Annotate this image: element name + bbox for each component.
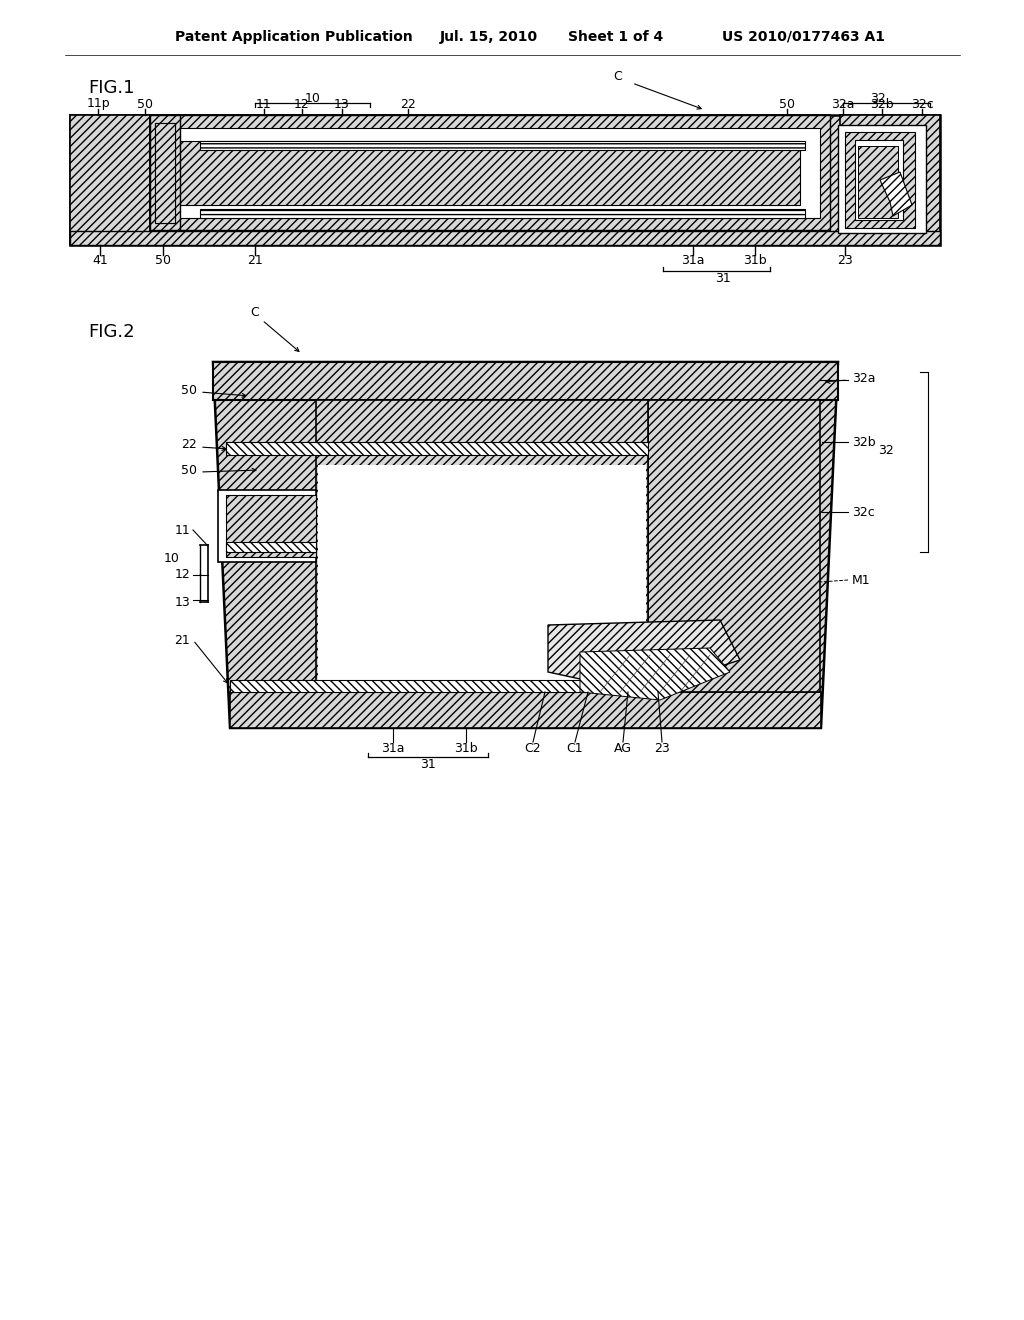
- Text: 31b: 31b: [743, 253, 767, 267]
- Text: 31: 31: [715, 272, 731, 285]
- Text: 32a: 32a: [831, 98, 855, 111]
- Text: C1: C1: [566, 742, 584, 755]
- Bar: [855, 140, 903, 220]
- Text: 22: 22: [181, 438, 197, 451]
- Bar: [155, 123, 175, 223]
- Text: C: C: [251, 305, 259, 318]
- Text: 32: 32: [870, 91, 886, 104]
- Text: C2: C2: [524, 742, 542, 755]
- Text: Jul. 15, 2010: Jul. 15, 2010: [440, 30, 539, 44]
- Text: 32: 32: [878, 444, 894, 457]
- Bar: [213, 362, 838, 400]
- Text: 11: 11: [174, 524, 190, 536]
- Text: 22: 22: [400, 98, 416, 111]
- Bar: [150, 115, 180, 230]
- Bar: [648, 400, 820, 692]
- Text: 31a: 31a: [381, 742, 404, 755]
- Bar: [226, 543, 316, 552]
- Text: Patent Application Publication: Patent Application Publication: [175, 30, 413, 44]
- Bar: [226, 495, 316, 557]
- Bar: [838, 125, 926, 234]
- Bar: [70, 115, 150, 246]
- Bar: [218, 490, 316, 562]
- Text: 41: 41: [92, 253, 108, 267]
- Bar: [230, 692, 821, 729]
- Bar: [155, 123, 175, 223]
- Bar: [840, 115, 940, 246]
- Text: 13: 13: [334, 98, 350, 111]
- Bar: [175, 141, 800, 205]
- Polygon shape: [548, 620, 740, 692]
- Bar: [226, 442, 648, 455]
- Bar: [150, 115, 830, 230]
- Text: 21: 21: [174, 634, 190, 647]
- Text: 50: 50: [181, 384, 197, 396]
- Bar: [200, 141, 805, 150]
- Bar: [200, 209, 805, 218]
- Text: 31a: 31a: [681, 253, 705, 267]
- Text: 23: 23: [838, 253, 853, 267]
- Bar: [230, 680, 648, 692]
- Text: 32a: 32a: [852, 371, 876, 384]
- Text: FIG.1: FIG.1: [88, 79, 134, 96]
- Text: 32b: 32b: [852, 436, 876, 449]
- Text: 31: 31: [420, 758, 436, 771]
- Bar: [316, 400, 648, 692]
- Text: 31b: 31b: [455, 742, 478, 755]
- Bar: [858, 147, 898, 218]
- Text: 50: 50: [155, 253, 171, 267]
- Polygon shape: [580, 648, 730, 700]
- Text: 10: 10: [305, 91, 321, 104]
- Text: M1: M1: [852, 573, 870, 586]
- Polygon shape: [213, 362, 838, 729]
- Bar: [845, 132, 915, 228]
- Bar: [70, 231, 940, 246]
- Bar: [318, 465, 646, 690]
- Text: 13: 13: [174, 595, 190, 609]
- Text: 11p: 11p: [86, 98, 110, 111]
- Text: 50: 50: [779, 98, 795, 111]
- Text: AG: AG: [614, 742, 632, 755]
- Text: 11: 11: [256, 98, 272, 111]
- Bar: [70, 115, 940, 246]
- Text: 32c: 32c: [910, 98, 933, 111]
- Text: 12: 12: [294, 98, 310, 111]
- Text: 50: 50: [181, 463, 197, 477]
- Text: 10: 10: [164, 552, 180, 565]
- Text: 32c: 32c: [852, 506, 874, 519]
- Text: 32b: 32b: [870, 98, 894, 111]
- Text: 12: 12: [174, 569, 190, 582]
- Text: FIG.2: FIG.2: [88, 323, 134, 341]
- Polygon shape: [880, 172, 912, 216]
- Text: 50: 50: [137, 98, 153, 111]
- Text: 23: 23: [654, 742, 670, 755]
- Text: Sheet 1 of 4: Sheet 1 of 4: [568, 30, 664, 44]
- Text: 21: 21: [247, 253, 263, 267]
- Text: US 2010/0177463 A1: US 2010/0177463 A1: [722, 30, 885, 44]
- Text: C: C: [613, 70, 623, 82]
- Bar: [150, 115, 830, 230]
- Bar: [175, 128, 820, 218]
